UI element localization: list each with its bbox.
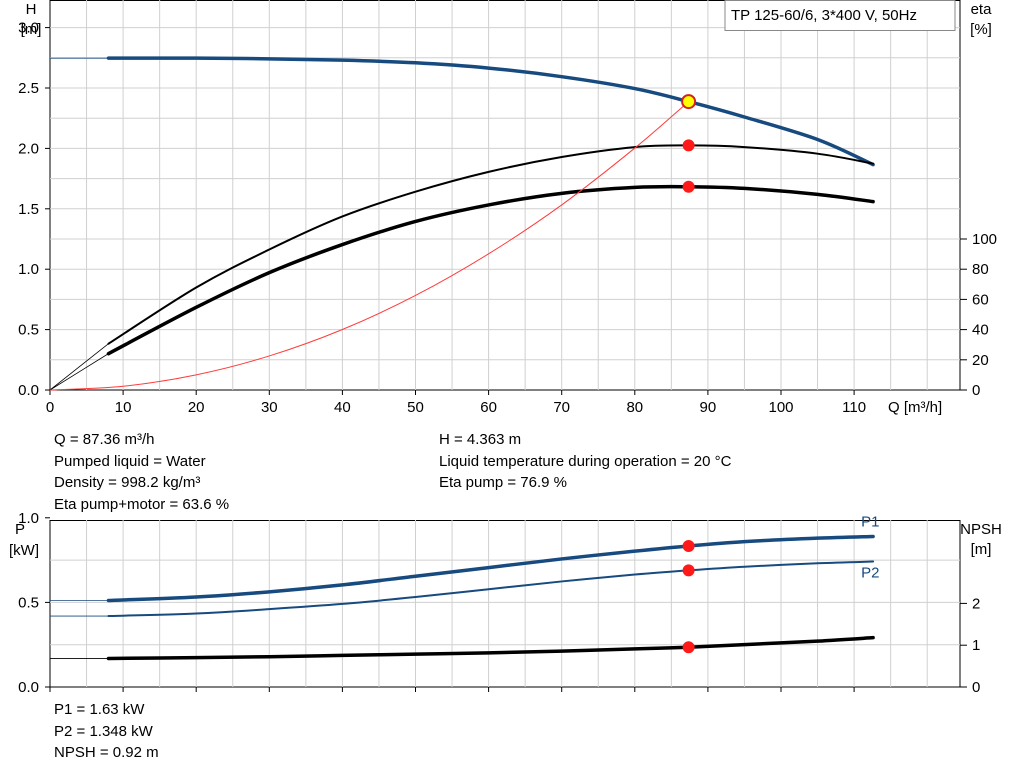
info-npsh: NPSH = 0.92 m <box>54 744 159 761</box>
left-tick-label: 1.0 <box>18 261 39 278</box>
right-tick-label: 60 <box>972 291 989 308</box>
left-axis-unit: [kW] <box>9 542 39 559</box>
left-tick-label: 1.5 <box>18 201 39 218</box>
x-tick-label: 40 <box>334 399 351 416</box>
right-tick-label: 2 <box>972 595 980 612</box>
series-p1-line <box>106 534 875 603</box>
left-tick-label: 2.5 <box>18 80 39 97</box>
x-tick-label: 90 <box>700 399 717 416</box>
left-tick-label: 0.5 <box>18 322 39 339</box>
plot-frame <box>49 520 961 688</box>
right-axis-label: eta <box>971 1 993 18</box>
operating-point <box>682 641 695 654</box>
x-tick-label: 30 <box>261 399 278 416</box>
info-eta-pump: Eta pump = 76.9 % <box>439 474 567 491</box>
series-2-extension <box>49 353 109 391</box>
info-eta-pump-motor: Eta pump+motor = 63.6 % <box>54 495 230 513</box>
right-tick-label: 20 <box>972 352 989 369</box>
left-tick-label: 3.0 <box>18 20 39 37</box>
left-tick-label: 0.5 <box>18 594 39 611</box>
info-p1: P1 = 1.63 kW <box>54 701 145 718</box>
x-tick-label: 50 <box>407 399 424 416</box>
right-tick-label: 1 <box>972 637 980 654</box>
series-2-line <box>106 184 875 356</box>
right-tick-label: 40 <box>972 322 989 339</box>
series-3-line <box>49 101 689 391</box>
right-tick-label: 80 <box>972 261 989 278</box>
left-tick-label: 0.0 <box>18 382 39 399</box>
left-tick-label: 0.0 <box>18 679 39 696</box>
power-npsh-info: P1 = 1.63 kW P2 = 1.348 kW NPSH = 0.92 m <box>54 699 159 764</box>
right-axis-unit: [m] <box>971 541 992 558</box>
operating-point <box>682 539 695 552</box>
x-axis-label: Q [m³/h] <box>888 399 942 416</box>
x-tick-label: 100 <box>768 399 793 416</box>
x-tick-label: 10 <box>115 399 132 416</box>
series-2-line <box>106 635 875 661</box>
right-axis-unit: [%] <box>970 21 992 38</box>
info-density: Density = 998.2 kg/m³ <box>54 474 201 491</box>
plot-frame <box>49 0 961 391</box>
left-axis-unit: [m] <box>21 21 42 38</box>
series-0-line <box>106 56 875 167</box>
x-tick-label: 0 <box>46 399 54 416</box>
left-axis-label: P <box>15 521 25 538</box>
operating-point <box>681 94 697 110</box>
info-liquid-temperature: Liquid temperature during operation = 20… <box>439 452 732 470</box>
info-head: H = 4.363 m <box>439 431 522 448</box>
info-pumped-liquid: Pumped liquid = Water <box>54 452 206 470</box>
x-tick-label: 110 <box>842 399 866 416</box>
operating-point-info-right: H = 4.363 m Liquid temperature during op… <box>439 429 731 494</box>
series-1-extension <box>49 343 109 391</box>
series-1-line <box>107 144 875 345</box>
title-box <box>724 0 956 31</box>
operating-point <box>682 564 695 577</box>
left-axis-label: H <box>26 1 37 18</box>
right-axis-label: NPSH <box>960 521 1002 538</box>
x-tick-label: 20 <box>188 399 205 416</box>
info-p2: P2 = 1.348 kW <box>54 722 153 740</box>
curve-label-p1: P1 <box>861 513 879 530</box>
x-tick-label: 80 <box>626 399 643 416</box>
power-npsh-panel <box>45 517 967 692</box>
left-tick-label: 2.0 <box>18 140 39 157</box>
chart-title: TP 125-60/6, 3*400 V, 50Hz <box>731 7 917 24</box>
right-tick-label: 0 <box>972 382 980 399</box>
operating-point-info: Q = 87.36 m³/h Pumped liquid = Water Den… <box>54 429 229 515</box>
right-tick-label: 100 <box>972 231 997 248</box>
right-tick-label: 0 <box>972 679 980 696</box>
series-p2-line <box>107 560 875 618</box>
info-flow: Q = 87.36 m³/h <box>54 431 155 448</box>
curve-label-p2: P2 <box>861 565 879 582</box>
operating-point <box>682 180 695 193</box>
head-efficiency-panel <box>45 0 967 395</box>
x-tick-label: 70 <box>553 399 570 416</box>
left-tick-label: 1.0 <box>18 510 39 527</box>
x-tick-label: 60 <box>480 399 497 416</box>
operating-point <box>682 139 695 152</box>
